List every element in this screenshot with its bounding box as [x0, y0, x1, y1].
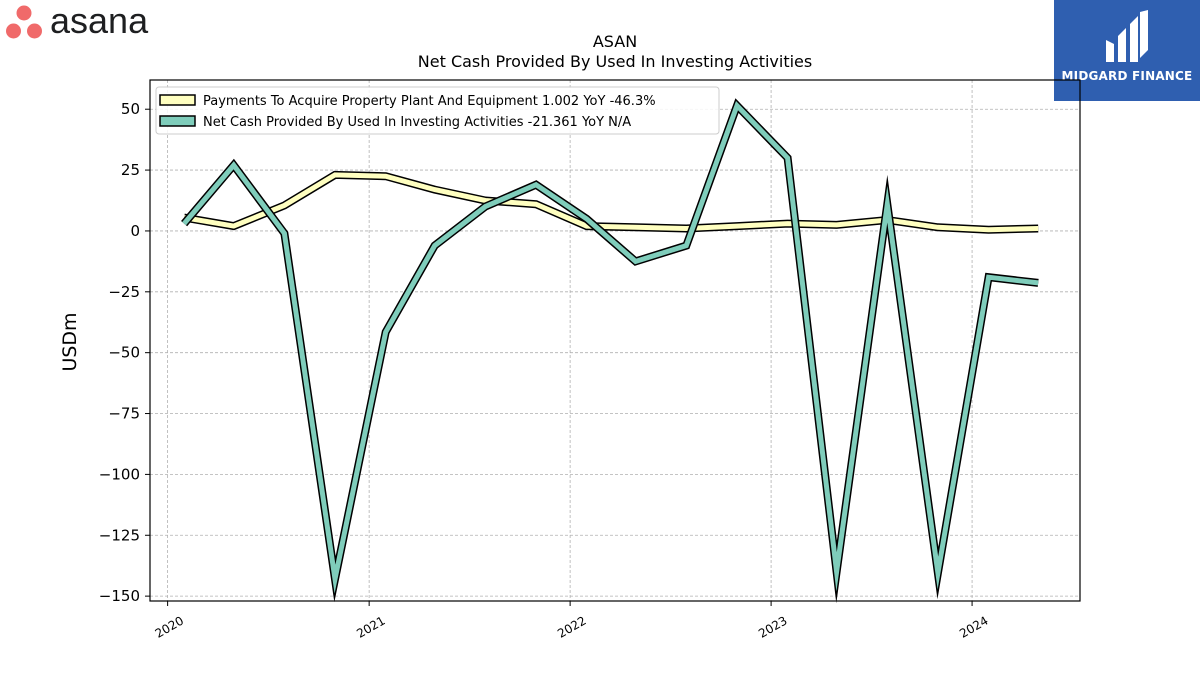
y-tick-label: 0 — [130, 222, 140, 240]
legend-box — [155, 86, 720, 135]
y-tick-label: 50 — [121, 100, 140, 118]
y-tick-label: −50 — [108, 344, 140, 362]
midgard-finance-logo: MIDGARD FINANCE — [1054, 0, 1200, 101]
x-tick-label: 2024 — [957, 613, 990, 640]
y-axis: 50 25 0 −25 −50 −75 −100 −125 −150 — [99, 100, 150, 605]
legend: Payments To Acquire Property Plant And E… — [155, 86, 720, 135]
x-tick-label: 2023 — [756, 613, 789, 640]
y-tick-label: −125 — [99, 526, 140, 544]
y-tick-label: −75 — [108, 405, 140, 423]
series-2-line — [182, 100, 1039, 594]
gridlines — [150, 80, 1080, 601]
series-layer — [181, 98, 1039, 604]
series-2-outline — [181, 98, 1039, 604]
midgard-finance-emblem — [1106, 10, 1148, 62]
legend-swatch — [159, 115, 196, 127]
legend-label: Payments To Acquire Property Plant And E… — [203, 94, 656, 109]
plot-frame — [149, 79, 1081, 602]
x-tick-label: 2022 — [555, 613, 588, 640]
legend-swatch — [159, 94, 196, 106]
chart-subtitle: Net Cash Provided By Used In Investing A… — [417, 52, 813, 71]
y-tick-label: −100 — [99, 465, 140, 483]
chart-title-block: ASAN Net Cash Provided By Used In Invest… — [150, 32, 1080, 72]
asana-logo-dot-right — [27, 23, 42, 39]
y-tick-label: 25 — [121, 161, 140, 179]
x-tick-label: 2020 — [153, 613, 186, 640]
y-axis-label: USDm — [59, 312, 81, 371]
y-tick-label: −150 — [99, 587, 140, 605]
x-tick-label: 2021 — [354, 613, 387, 640]
chart-title: ASAN — [592, 32, 638, 51]
asana-logo: asana — [6, 4, 149, 41]
asana-logo-dot-left — [6, 23, 21, 39]
midgard-finance-wordmark: MIDGARD FINANCE — [1061, 69, 1193, 83]
x-axis: 2020 2021 2022 2023 2024 — [153, 601, 991, 641]
asana-logo-dot-top — [16, 5, 32, 21]
asana-wordmark: asana — [50, 4, 149, 41]
y-tick-label: −25 — [108, 283, 140, 301]
series-1-line — [183, 172, 1039, 233]
legend-label: Net Cash Provided By Used In Investing A… — [203, 115, 631, 130]
